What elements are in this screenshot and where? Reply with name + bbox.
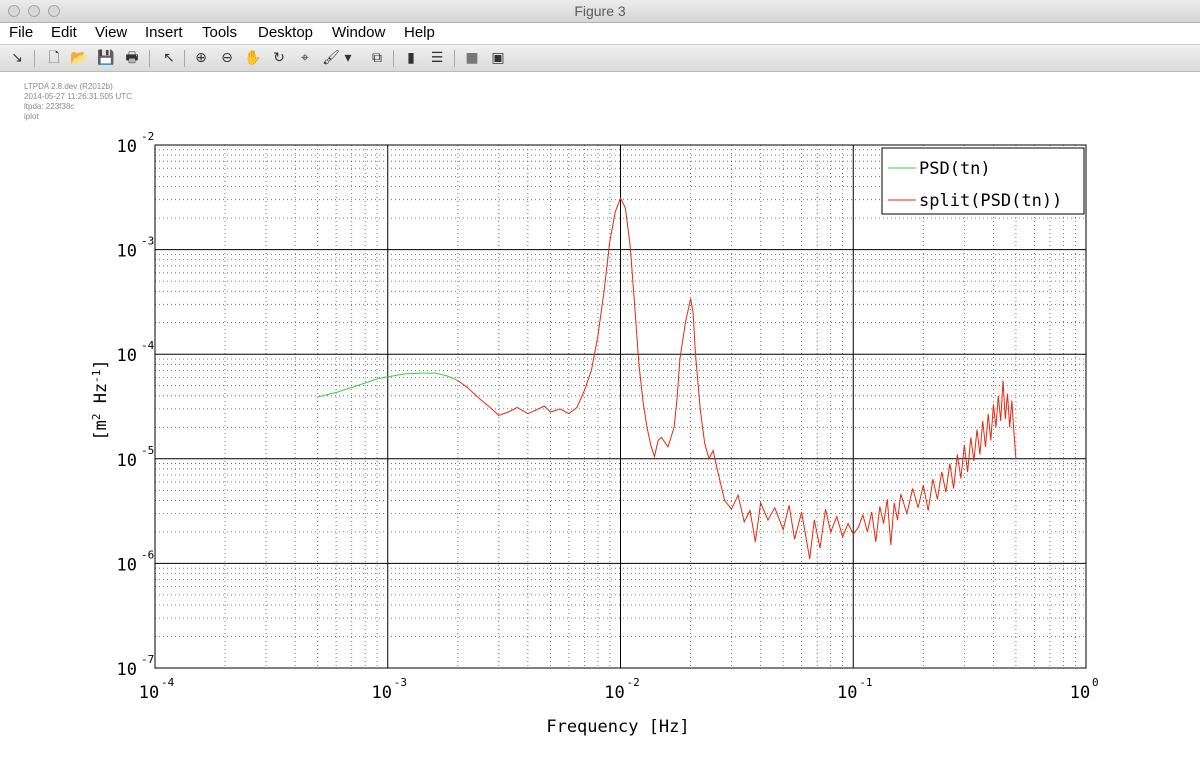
zoom-in-icon[interactable]: ⊕ (195, 50, 207, 66)
x-tick-label: 10 (1070, 683, 1090, 703)
menu-view[interactable]: View (95, 24, 128, 41)
legend[interactable]: PSD(tn) split(PSD(tn)) (881, 147, 1085, 215)
y-tick-label: 10 (117, 346, 137, 366)
menu-window[interactable]: Window (332, 24, 386, 41)
meta-plot-function: iplot (24, 112, 39, 121)
meta-hash: ltpda: 223f38c (24, 102, 75, 111)
y-tick-label-exponent: -6 (141, 548, 154, 561)
insert-colorbar-icon[interactable]: ▮ (407, 50, 415, 66)
insert-legend-icon[interactable]: ☰ (430, 50, 444, 66)
menu-desktop[interactable]: Desktop (258, 24, 314, 41)
new-figure-icon[interactable]: 🗋 (48, 50, 60, 66)
x-tick-label-exponent: 0 (1092, 676, 1099, 689)
x-tick-label-exponent: -3 (394, 676, 407, 689)
figure-toolbar: ↘ 🗋 📂 💾 🖶 ↖ ⊕ ⊖ ✋ ↻ ⌖ 🖌 ▾ ⧉ ▮ ☰ ■ ▣ (0, 44, 1200, 72)
meta-version: LTPDA 2.8.dev (R2012b) (24, 82, 113, 91)
y-tick-label: 10 (117, 451, 137, 471)
y-tick-label: 10 (117, 555, 137, 575)
y-tick-label-exponent: -5 (141, 444, 154, 457)
x-tick-label: 10 (604, 683, 624, 703)
hide-plot-tools-icon[interactable]: ■ (465, 50, 479, 66)
menu-file[interactable]: File (9, 24, 34, 41)
menu-edit[interactable]: Edit (51, 24, 77, 41)
x-tick-label-exponent: -2 (627, 676, 640, 689)
show-plot-tools-icon[interactable]: ▣ (491, 50, 505, 66)
window-titlebar: Figure 3 (0, 0, 1200, 23)
x-tick-label: 10 (837, 683, 857, 703)
y-tick-label-exponent: -3 (141, 235, 154, 248)
menu-bar: File Edit View Insert Tools Desktop Wind… (0, 23, 1200, 44)
toolbar-separator (34, 50, 35, 67)
y-tick-label-exponent: -4 (141, 339, 155, 352)
toolbar-separator (184, 50, 185, 67)
link-plot-icon[interactable]: ⧉ (372, 50, 382, 66)
data-cursor-icon[interactable]: ⌖ (301, 50, 309, 66)
save-icon[interactable]: 💾 (97, 50, 115, 66)
close-window-button[interactable] (8, 5, 20, 17)
y-tick-label-exponent: -2 (141, 130, 154, 143)
series-line-psd-tn (317, 372, 458, 398)
dock-arrow-icon[interactable]: ↘ (11, 50, 23, 66)
toolbar-separator (149, 50, 150, 67)
tick-labels: 10-410-310-210-110010-210-310-410-510-61… (117, 130, 1099, 703)
legend-label: PSD(tn) (919, 159, 991, 179)
series-layer (317, 196, 1017, 560)
print-icon[interactable]: 🖶 (125, 50, 139, 66)
x-tick-label: 10 (139, 683, 159, 703)
menu-help[interactable]: Help (404, 24, 435, 41)
brush-icon[interactable]: 🖌 (322, 50, 340, 66)
y-axis-label: [m2 Hz-1] (90, 359, 112, 440)
zoom-window-button[interactable] (48, 5, 60, 17)
toolbar-separator (393, 50, 394, 67)
legend-label: split(PSD(tn)) (919, 191, 1062, 211)
x-tick-label: 10 (372, 683, 392, 703)
grid (155, 145, 1086, 668)
pan-hand-icon[interactable]: ✋ (244, 50, 262, 66)
x-tick-label-exponent: -4 (161, 676, 175, 689)
zoom-out-icon[interactable]: ⊖ (221, 50, 233, 66)
menu-insert[interactable]: Insert (145, 24, 183, 41)
meta-timestamp: 2014-05-27 11:26:31.505 UTC (24, 92, 132, 101)
x-axis-label: Frequency [Hz] (546, 717, 689, 737)
y-tick-label: 10 (117, 660, 137, 680)
y-tick-label: 10 (117, 242, 137, 262)
series-line-split-psd-tn (457, 196, 1017, 560)
brush-dropdown-icon[interactable]: ▾ (344, 50, 352, 66)
window-title: Figure 3 (574, 3, 626, 19)
y-tick-label: 10 (117, 137, 137, 157)
rotate-3d-icon[interactable]: ↻ (273, 50, 285, 66)
x-tick-label-exponent: -1 (859, 676, 872, 689)
open-file-icon[interactable]: 📂 (70, 50, 88, 66)
minimize-window-button[interactable] (28, 5, 40, 17)
y-tick-label-exponent: -7 (141, 653, 154, 666)
edit-plot-pointer-icon[interactable]: ↖ (163, 50, 175, 66)
axes-box (154, 144, 1087, 669)
menu-tools[interactable]: Tools (202, 24, 238, 41)
toolbar-separator (454, 50, 455, 67)
legend-box (881, 147, 1085, 215)
